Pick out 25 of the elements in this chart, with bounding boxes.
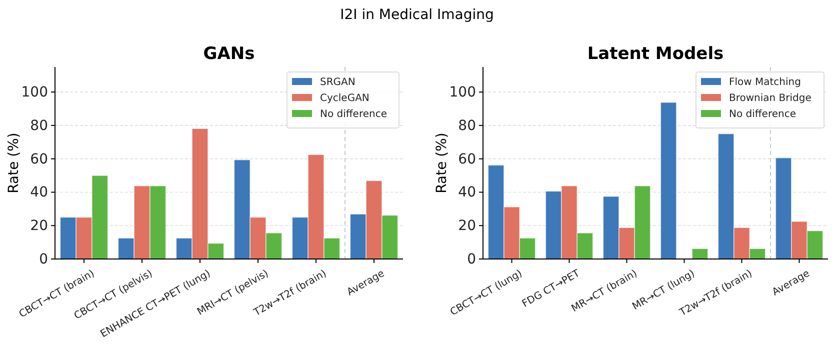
- text: I2I in Medical Imaging: [340, 7, 494, 23]
- legend-label: Brownian Bridge: [729, 93, 812, 104]
- y-tick-label: 40: [458, 184, 476, 201]
- chart-title: GANs: [203, 44, 255, 64]
- legend-label: No difference: [320, 109, 387, 120]
- y-tick-label: 80: [458, 118, 476, 134]
- y-axis-title: Rate (%): [6, 132, 22, 194]
- bar: [660, 102, 677, 260]
- y-tick-label: 20: [458, 218, 476, 234]
- y-tick-label: 0: [39, 251, 48, 268]
- chart-title: Latent Models: [587, 44, 724, 64]
- y-axis-title: Rate (%): [434, 132, 450, 194]
- y-tick-label: 80: [30, 118, 48, 134]
- legend-label: Flow Matching: [729, 77, 801, 88]
- legend-label: CycleGAN: [320, 93, 370, 104]
- bar: [692, 248, 708, 260]
- y-tick-label: 100: [21, 84, 48, 101]
- y-tick-label: 100: [449, 84, 476, 101]
- legend-label: No difference: [729, 109, 796, 120]
- y-tick-label: 0: [467, 251, 476, 268]
- y-tick-label: 20: [30, 218, 48, 234]
- legend-label: SRGAN: [320, 77, 356, 88]
- y-tick-label: 60: [458, 151, 476, 168]
- y-tick-label: 60: [30, 151, 48, 168]
- y-tick-label: 40: [30, 184, 48, 201]
